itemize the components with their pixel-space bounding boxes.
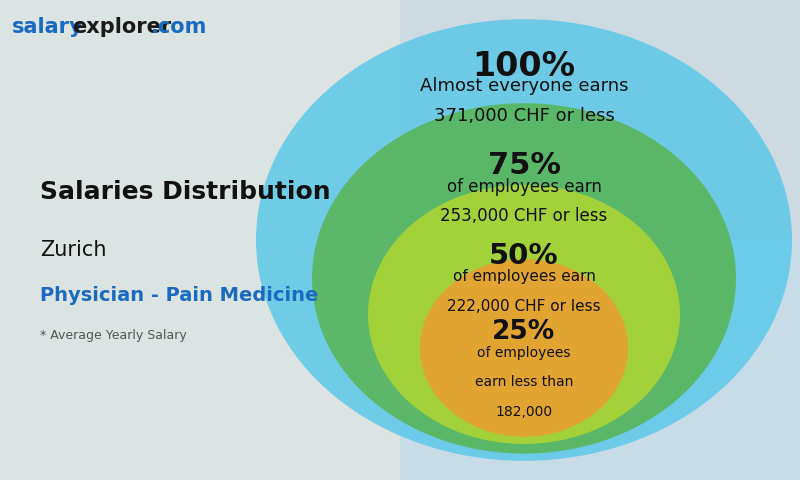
Bar [400,0,800,240]
Text: salary: salary [12,17,84,37]
Text: earn less than: earn less than [475,375,573,389]
Text: of employees earn: of employees earn [446,178,602,196]
Text: 100%: 100% [473,50,575,84]
Text: 222,000 CHF or less: 222,000 CHF or less [447,299,601,313]
Text: 182,000: 182,000 [495,405,553,419]
Text: of employees: of employees [478,346,570,360]
Text: 253,000 CHF or less: 253,000 CHF or less [440,207,608,225]
Ellipse shape [368,185,680,444]
Text: of employees earn: of employees earn [453,269,595,284]
Text: Physician - Pain Medicine: Physician - Pain Medicine [40,286,318,305]
Bar [0,0,400,480]
Text: 75%: 75% [487,151,561,180]
Ellipse shape [420,259,628,437]
Text: .com: .com [150,17,206,37]
Text: explorer: explorer [72,17,171,37]
Text: 371,000 CHF or less: 371,000 CHF or less [434,107,614,125]
Text: * Average Yearly Salary: * Average Yearly Salary [40,329,186,343]
Text: 50%: 50% [489,242,559,270]
Text: Zurich: Zurich [40,240,106,260]
Ellipse shape [256,19,792,461]
Text: 25%: 25% [492,319,556,345]
Text: Salaries Distribution: Salaries Distribution [40,180,330,204]
Text: Almost everyone earns: Almost everyone earns [420,77,628,95]
Ellipse shape [312,103,736,454]
